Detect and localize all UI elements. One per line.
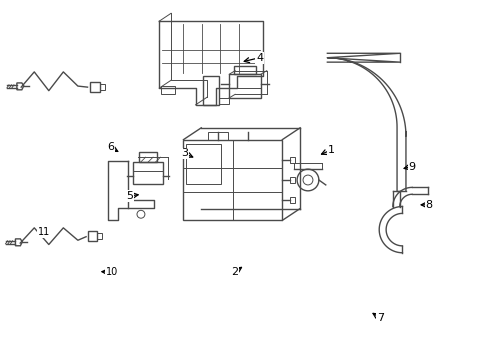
Text: 11: 11 [38,228,50,238]
Text: 8: 8 [425,200,433,210]
Bar [133,162,163,184]
Text: 9: 9 [409,162,416,171]
Bar [98,233,102,239]
Text: 3: 3 [181,148,188,158]
Bar [229,74,261,98]
Bar [203,76,219,105]
Bar [220,98,229,104]
Bar [183,140,282,220]
Text: 2: 2 [231,267,238,277]
Bar [88,231,98,241]
Bar [290,157,295,163]
Bar [234,66,256,74]
Bar [161,86,175,94]
Bar [139,152,157,162]
Bar [100,84,105,90]
Bar [186,144,221,184]
Text: 4: 4 [256,53,263,63]
Bar [208,132,228,140]
Text: 10: 10 [106,267,119,277]
Text: 6: 6 [107,143,114,152]
Bar [290,197,295,203]
Text: 7: 7 [377,313,384,323]
Text: 5: 5 [126,191,133,201]
Bar [90,82,100,92]
Text: 1: 1 [328,145,335,155]
Bar [290,177,295,183]
